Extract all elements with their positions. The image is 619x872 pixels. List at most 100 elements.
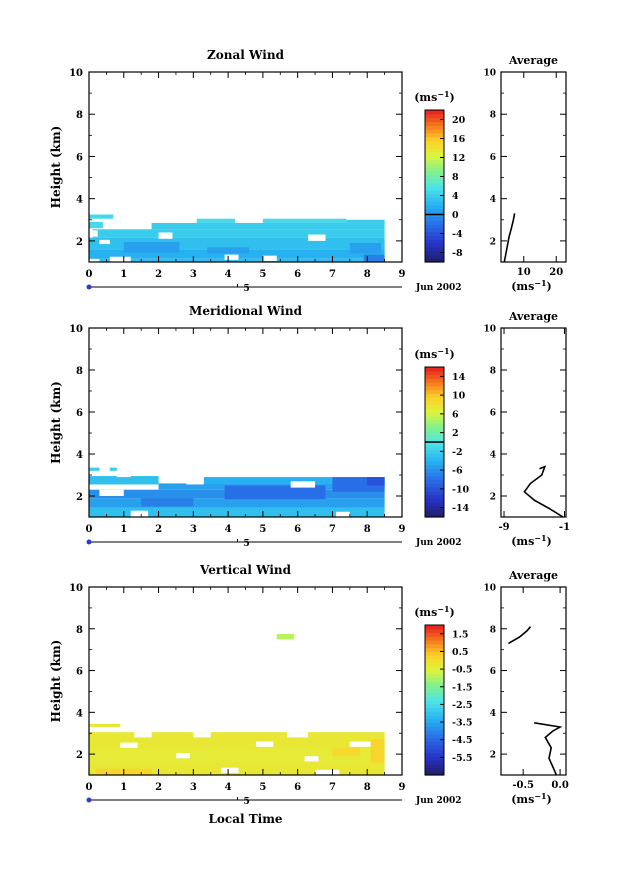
colorbar-segment [425,408,444,413]
data-field [89,214,385,262]
colorbar-tick-label: 4 [452,191,459,202]
colorbar-segment [425,129,444,134]
field-cell [99,258,378,262]
field-cell [89,498,385,508]
average-y-tick-label: 2 [490,751,496,761]
x-tick-label: 7 [329,782,336,793]
colorbar-segment [425,711,444,716]
colorbar-tick-label: -0.5 [452,665,472,676]
x-tick-label: 1 [120,524,127,535]
colorbar-segment [425,148,444,153]
day-marker-label: 5 [244,284,250,294]
missing-data-cell [89,230,98,237]
colorbar-segment [425,235,444,240]
colorbar-segment [425,445,444,451]
colorbar-segment [425,442,444,447]
colorbar-segment [425,453,444,458]
colorbar-segment [425,658,444,664]
missing-data-cell [304,756,319,762]
colorbar-segment [425,487,444,492]
colorbar-segment [425,170,444,176]
avg-frame [500,71,567,263]
panel-title: Vertical Wind [199,563,292,577]
missing-data-cell [335,511,350,517]
average-x-tick-label: 0.0 [551,780,568,791]
colorbar-frame [424,109,445,263]
colorbar-segment [425,692,444,697]
main-frame [88,71,403,263]
colorbar-segment [425,700,444,705]
colorbar-tick-label: 1.5 [452,629,469,640]
colorbar-tick-label: 2 [452,428,459,439]
y-tick-label: 8 [76,110,83,121]
average-x-axis-label: (ms−1) [511,533,552,548]
colorbar-segment [425,763,444,769]
average-y-tick-label: 4 [490,451,496,461]
colorbar-segment [425,193,444,198]
field-cell [89,507,385,517]
y-tick-label: 4 [76,708,83,719]
colorbar-segment [425,430,444,436]
y-tick-label: 8 [76,625,83,636]
field-cell [370,739,385,763]
missing-data-cell [175,753,190,759]
colorbar-segment [425,201,444,206]
colorbar-segment [425,163,444,168]
x-tick-label: 1 [120,269,127,280]
colorbar-segment [425,655,444,660]
colorbar-segment [425,258,444,263]
average-y-tick-label: 10 [483,584,496,594]
colorbar-segment [425,400,444,406]
field-cell [89,214,114,219]
average-y-tick-label: 6 [490,409,496,419]
colorbar-tick-label: -3.5 [452,718,472,729]
colorbar-segment [425,494,444,499]
average-title: Average [508,54,558,67]
colorbar-segment [425,688,444,694]
average-profile-line [508,626,532,645]
colorbar-segment [425,625,444,630]
colorbar-tick-label: 6 [452,409,459,420]
date-axis-start-dot [86,797,92,803]
colorbar-segment [425,197,444,202]
colorbar-segment [425,479,444,484]
colorbar-segment [425,651,444,656]
average-y-tick-label: 8 [490,625,496,635]
average-profile-line [503,213,516,263]
average-y-tick-label: 4 [490,195,496,205]
field-cell [92,229,385,238]
field-cell [109,467,117,471]
colorbar-segment [425,397,444,402]
colorbar-segment [425,186,444,191]
y-tick-label: 10 [69,324,83,335]
colorbar-tick-label: -2.5 [452,700,472,711]
missing-data-cell [193,732,211,738]
colorbar-segment [425,434,444,439]
colorbar-unit-label: (ms−1) [414,346,455,361]
colorbar-segment [425,760,444,765]
missing-data-cell [186,477,204,485]
colorbar-segment [425,140,444,145]
x-axis-label: Local Time [208,812,282,826]
field-cell [224,485,326,500]
average-title: Average [508,569,558,582]
colorbar-segment [425,498,444,503]
colorbar-tick-label: 12 [452,153,465,164]
day-marker-label: 5 [244,539,250,549]
field-cell [89,467,100,471]
colorbar-segment [425,412,444,417]
colorbar-segment [425,367,444,372]
x-tick-label: 9 [399,269,406,280]
colorbar-segment [425,231,444,236]
x-tick-label: 4 [225,524,232,535]
colorbar-segment [425,771,444,776]
field-cell [203,477,385,484]
y-tick-label: 6 [76,152,83,163]
colorbar-segment [425,647,444,652]
average-y-tick-label: 2 [490,237,496,247]
colorbar-segment [425,250,444,255]
colorbar-segment [425,178,444,183]
missing-data-cell [287,732,309,738]
